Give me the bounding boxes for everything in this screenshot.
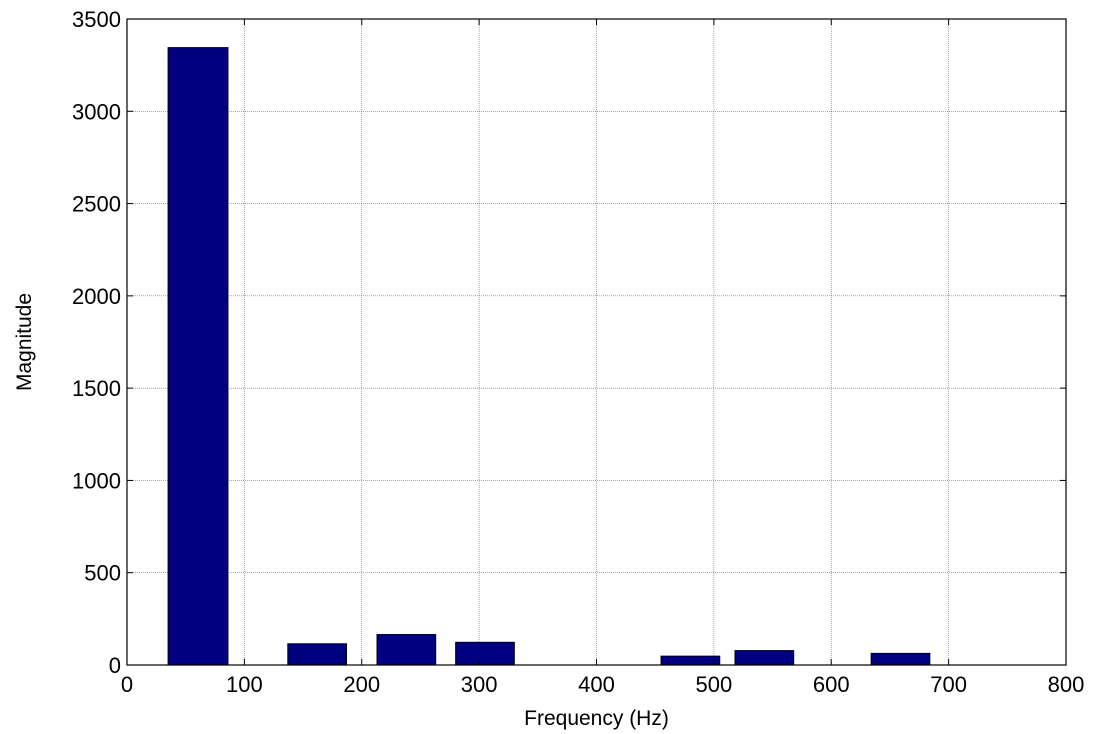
y-tick-label: 500	[84, 561, 121, 586]
x-tick-label: 200	[343, 672, 380, 697]
y-tick-label: 3000	[72, 99, 121, 124]
y-tick-label: 1500	[72, 376, 121, 401]
y-tick-label: 1000	[72, 468, 121, 493]
y-tick-label: 3500	[72, 7, 121, 32]
x-tick-label: 300	[461, 672, 498, 697]
y-tick-label: 0	[109, 653, 121, 678]
bar	[870, 652, 931, 666]
x-tick-label: 600	[813, 672, 850, 697]
y-tick-label: 2500	[72, 192, 121, 217]
x-tick-label: 100	[226, 672, 263, 697]
x-tick-label: 500	[696, 672, 733, 697]
x-axis-label: Frequency (Hz)	[524, 707, 669, 730]
x-tick-label: 800	[1048, 672, 1085, 697]
y-tick-label: 2000	[72, 284, 121, 309]
bar	[376, 634, 437, 666]
y-axis-label: Magnitude	[13, 293, 36, 391]
bar	[455, 641, 515, 666]
bar	[287, 643, 347, 666]
x-tick-label: 700	[930, 672, 967, 697]
x-tick-label: 400	[578, 672, 615, 697]
bar	[167, 47, 229, 666]
x-tick-label: 0	[121, 672, 133, 697]
bar	[660, 655, 721, 666]
ticks: 0 100 200 300 400 500 600 700 800 0 500 1000 1500 200…	[72, 7, 1084, 697]
grid	[127, 19, 1066, 665]
bars	[167, 47, 931, 666]
bar	[734, 650, 795, 666]
